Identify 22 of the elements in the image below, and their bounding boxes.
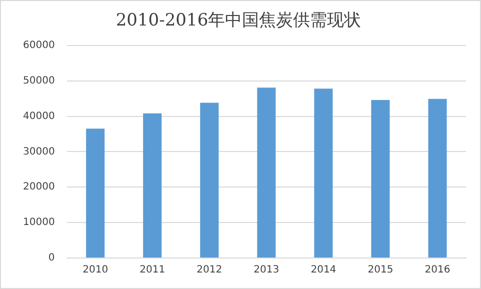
x-tick-label: 2011 [140,264,166,276]
x-tick-label: 2010 [82,264,108,276]
chart-title: 2010-2016年中国焦炭供需现状 [116,10,362,31]
x-tick-label: 2015 [368,264,394,276]
bar [371,100,390,258]
y-tick-label: 20000 [23,182,55,193]
y-tick-label: 10000 [23,217,55,228]
x-tick-label: 2013 [254,264,280,276]
y-tick-label: 30000 [23,146,55,158]
y-tick-label: 60000 [23,40,55,51]
x-tick-label: 2014 [310,264,336,276]
bar [314,88,333,258]
y-tick-label: 50000 [23,75,55,86]
bar [428,98,447,258]
y-tick-label: 0 [48,252,55,264]
bar [257,88,276,258]
bar [200,102,219,258]
x-tick-label: 2016 [424,264,450,276]
x-tick-label: 2012 [196,264,222,276]
bar [86,128,105,258]
bar [143,113,162,258]
y-tick-label: 40000 [23,110,55,122]
